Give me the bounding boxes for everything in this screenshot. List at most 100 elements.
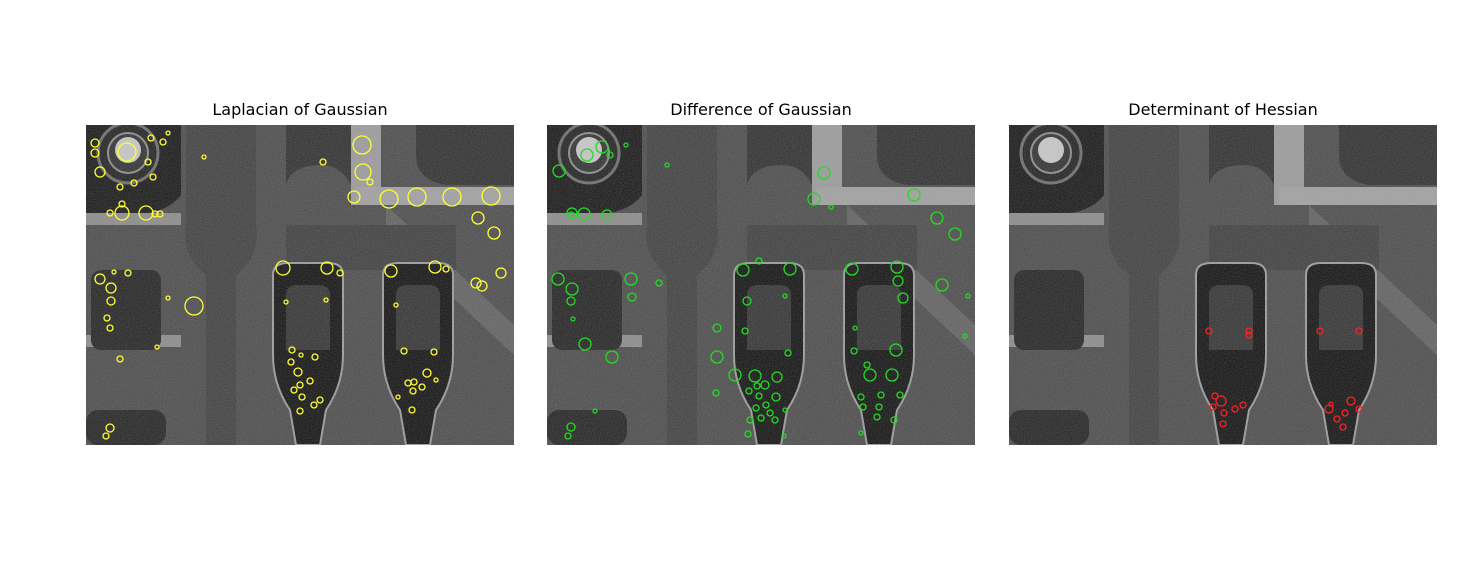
blob-marker	[105, 282, 117, 294]
blob-marker	[783, 262, 797, 276]
microscopy-image	[86, 125, 514, 445]
blob-marker	[298, 393, 306, 401]
blob-marker	[771, 392, 781, 402]
panel-difference-of-gaussian: Difference of Gaussian	[547, 96, 975, 446]
blob-marker	[623, 142, 629, 148]
blob-marker	[859, 403, 867, 411]
blob-marker	[149, 173, 157, 181]
blob-marker	[578, 337, 592, 351]
blob-marker	[1211, 392, 1219, 400]
blob-marker	[852, 325, 858, 331]
blob-marker	[567, 211, 575, 219]
blob-marker	[896, 391, 904, 399]
blob-marker	[102, 432, 110, 440]
blob-marker	[165, 130, 171, 136]
blob-marker	[288, 346, 296, 354]
noise-texture	[547, 125, 975, 445]
blob-marker	[442, 187, 462, 207]
blob-marker	[117, 142, 137, 162]
blob-marker	[495, 267, 507, 279]
blob-marker	[664, 162, 670, 168]
blob-marker	[606, 151, 614, 159]
blob-marker	[418, 383, 426, 391]
blob-marker	[384, 264, 398, 278]
blob-marker	[159, 138, 167, 146]
blob-marker	[116, 183, 124, 191]
blob-marker	[106, 209, 114, 217]
blob-marker	[1346, 396, 1356, 406]
blob-marker	[433, 377, 439, 383]
blob-marker	[752, 404, 760, 412]
blob-marker	[566, 422, 576, 432]
blob-marker	[470, 277, 482, 289]
blob-marker	[627, 292, 637, 302]
blob-marker	[352, 135, 372, 155]
blob-marker	[319, 158, 327, 166]
blob-marker	[551, 272, 565, 286]
blob-marker	[601, 209, 613, 221]
blob-marker	[1245, 331, 1253, 339]
blob-marker	[962, 333, 968, 339]
blob-marker	[877, 391, 885, 399]
blob-marker	[130, 179, 138, 187]
blob-marker	[347, 190, 361, 204]
blob-marker	[144, 158, 152, 166]
blob-marker	[138, 205, 154, 221]
blob-marker	[422, 368, 432, 378]
blob-marker	[755, 257, 763, 265]
blob-marker	[552, 164, 566, 178]
blob-marker	[712, 389, 720, 397]
blob-marker	[771, 371, 783, 383]
blob-marker	[151, 210, 159, 218]
blob-marker	[408, 406, 416, 414]
blob-marker	[605, 350, 619, 364]
blob-marker	[290, 386, 298, 394]
blob-marker	[753, 382, 761, 390]
blob-marker	[1209, 403, 1217, 411]
blob-marker	[710, 350, 724, 364]
blob-marker	[287, 358, 295, 366]
blob-marker	[755, 392, 763, 400]
blob-marker	[487, 226, 501, 240]
blob-marker	[741, 327, 749, 335]
blob-marker	[94, 166, 106, 178]
blob-marker	[90, 148, 100, 158]
blob-marker	[105, 423, 115, 433]
blob-marker	[892, 275, 904, 287]
blob-marker	[306, 377, 314, 385]
blob-marker	[624, 272, 638, 286]
blob-marker	[781, 433, 787, 439]
blob-marker	[873, 413, 881, 421]
blob-marker	[784, 349, 792, 357]
blob-marker	[897, 292, 909, 304]
blob-marker	[323, 297, 329, 303]
blob-marker	[948, 227, 962, 241]
blob-marker	[296, 381, 304, 389]
blob-marker	[1328, 401, 1334, 407]
blob-marker	[566, 296, 576, 306]
blob-marker	[1341, 409, 1349, 417]
blob-marker	[1245, 327, 1253, 335]
panel-title: Difference of Gaussian	[670, 100, 852, 119]
blob-marker	[1219, 420, 1227, 428]
panel-title: Determinant of Hessian	[1128, 100, 1318, 119]
blob-marker	[890, 260, 904, 274]
blob-marker	[564, 432, 572, 440]
blob-marker	[863, 361, 871, 369]
blob-marker	[316, 396, 324, 404]
blob-marker	[407, 187, 427, 207]
blob-marker	[858, 430, 864, 436]
blob-marker	[965, 293, 971, 299]
blob-marker	[907, 188, 921, 202]
blob-marker	[400, 347, 408, 355]
blob-marker	[889, 343, 903, 357]
blob-marker	[875, 403, 883, 411]
blob-marker	[807, 192, 821, 206]
blob-marker	[106, 324, 114, 332]
blob-marker	[712, 323, 722, 333]
blob-marker	[1316, 327, 1324, 335]
blob-marker	[845, 262, 859, 276]
blob-marker	[116, 355, 124, 363]
blob-marker	[476, 280, 488, 292]
image-with-blobs	[86, 125, 514, 445]
